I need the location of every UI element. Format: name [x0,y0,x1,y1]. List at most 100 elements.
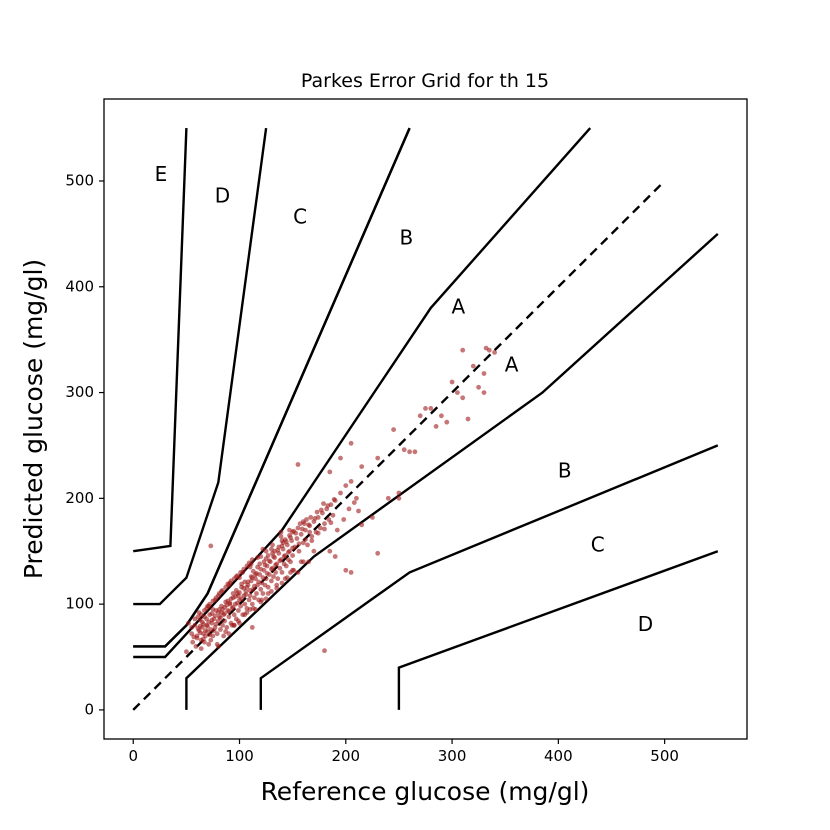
data-point [235,600,240,606]
y-tick-label: 0 [84,700,94,718]
y-tick-label: 100 [65,595,94,613]
data-point [286,549,291,555]
data-point [279,570,285,575]
data-point [334,527,340,533]
data-point [370,515,375,520]
data-point [301,521,307,527]
data-point [346,506,352,512]
zone-label: C [293,205,307,229]
data-point [407,449,412,455]
data-point [298,559,304,565]
data-point [274,582,280,588]
data-point [230,604,236,610]
y-axis-title: Predicted glucose (mg/gl) [19,259,48,579]
x-tick-label: 100 [225,747,254,765]
data-point [272,548,277,554]
zone-boundary-line [185,233,719,710]
data-point [348,479,354,484]
data-point [254,591,259,596]
data-point [351,500,357,505]
zone-boundary-line [259,444,719,710]
data-point [221,633,227,639]
data-point [227,600,233,606]
data-point [269,566,274,572]
data-point [248,574,254,579]
data-point [275,576,281,582]
data-point [295,570,301,575]
data-point [244,610,250,615]
data-point [264,571,270,576]
zone-boundary-line [133,127,268,606]
data-point [315,530,321,536]
data-point [328,520,334,526]
x-tick-label: 0 [128,747,138,765]
data-point [186,620,191,626]
data-point [297,521,303,527]
data-point [312,516,318,521]
data-point [314,509,320,515]
zone-boundary-line [133,127,411,648]
data-point [218,615,223,621]
data-point [220,622,225,628]
data-point [219,610,224,615]
data-point [247,593,253,599]
zone-label: B [558,458,572,482]
data-point [282,537,288,542]
data-point [184,649,189,655]
identity-line [132,180,666,711]
data-point [198,612,204,618]
data-point [222,618,228,624]
data-point [270,542,275,548]
data-point [354,495,359,501]
data-point [231,612,237,618]
data-point [290,545,295,551]
data-point [338,490,343,496]
data-point [276,544,282,550]
data-point [212,613,218,619]
data-point [198,646,204,651]
data-point [252,595,257,601]
data-point [249,625,255,630]
data-point [213,595,219,601]
y-tick-label: 500 [65,171,94,189]
data-point [218,627,223,632]
data-point [207,601,213,607]
data-point [260,575,266,581]
y-axis: 0 100 200 300 400 500 [65,171,104,718]
data-point [417,413,423,419]
data-point [242,579,248,585]
data-point [210,598,216,604]
data-point [244,584,250,590]
data-point [304,517,309,522]
data-point [204,606,210,611]
data-point [214,641,220,647]
data-point [287,533,292,538]
data-points [184,345,497,655]
data-point [322,526,327,532]
data-point [396,490,402,496]
data-point [236,618,241,624]
data-point [273,562,278,568]
data-point [433,424,439,429]
data-point [247,588,253,593]
zone-label: C [591,532,605,556]
data-point [260,546,266,552]
data-point [401,447,407,453]
data-point [206,619,212,625]
data-point [223,629,229,634]
data-point [391,427,396,432]
data-point [193,644,199,649]
data-point [321,501,326,506]
data-point [207,632,213,638]
data-point [412,449,418,455]
data-point [278,534,284,539]
data-point [222,604,228,610]
data-point [263,596,269,602]
data-point [190,639,196,645]
data-point [197,630,203,636]
data-point [423,406,428,411]
data-point [243,592,249,597]
data-point [206,641,212,647]
data-point [356,508,361,514]
